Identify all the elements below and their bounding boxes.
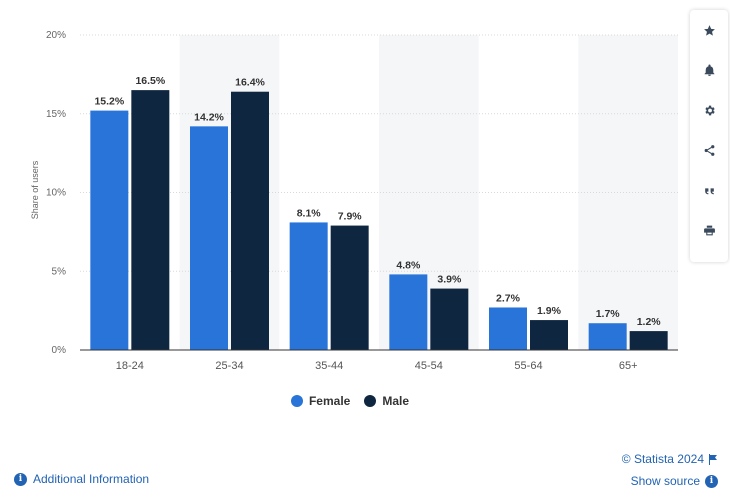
print-icon [703, 225, 715, 235]
x-tick-label: 25-34 [215, 360, 243, 372]
quote-icon [704, 187, 714, 194]
bar-female-25-34[interactable] [190, 126, 228, 350]
legend-item-male[interactable]: Male [364, 394, 409, 408]
bar-male-45-54[interactable] [430, 288, 469, 350]
y-tick-label: 0% [52, 345, 67, 356]
data-label: 1.2% [637, 316, 662, 328]
info-icon: i [14, 472, 27, 486]
share-icon [704, 144, 714, 156]
y-axis-label: Share of users [30, 160, 40, 219]
flag-icon [709, 453, 717, 465]
cite-button[interactable] [695, 176, 723, 204]
legend-label-female: Female [308, 394, 351, 408]
print-button[interactable] [695, 216, 723, 244]
bar-male-55-64[interactable] [530, 320, 568, 350]
info-icon: i [705, 474, 718, 488]
credit-text: © Statista 2024 [621, 452, 704, 466]
data-label: 14.2% [194, 111, 224, 123]
data-label: 15.2% [94, 96, 124, 108]
y-tick-label: 5% [52, 266, 67, 277]
additional-information-link[interactable]: i Additional Information [14, 472, 149, 486]
data-label: 4.8% [396, 259, 421, 271]
legend-label-male: Male [382, 394, 410, 408]
data-labels: 15.2% 16.5% 14.2% 16.4% 8.1% 7.9% 4.8% 3.9% 2.7%… [94, 75, 661, 328]
x-tick-label: 55-64 [514, 360, 542, 372]
data-label: 1.9% [537, 305, 562, 317]
y-axis-ticks: 0% 5% 10% 15% 20% [46, 30, 66, 356]
legend-item-female[interactable]: Female [290, 394, 351, 408]
data-label: 7.9% [338, 211, 363, 223]
legend-dot-female [290, 395, 303, 407]
bar-female-65+[interactable] [588, 323, 627, 350]
bars [90, 90, 668, 350]
data-label: 2.7% [496, 292, 521, 304]
bar-female-45-54[interactable] [389, 274, 428, 350]
data-label: 1.7% [596, 308, 621, 320]
data-label: 16.5% [135, 75, 165, 87]
settings-button[interactable] [695, 96, 723, 124]
bar-female-18-24[interactable] [90, 110, 129, 350]
bar-chart: 0%5%10%15%20% Share of users 15.2%16.5%1… [30, 30, 678, 372]
gridlines [80, 34, 678, 272]
bell-icon [704, 64, 714, 76]
favorite-button[interactable] [695, 16, 723, 44]
x-tick-label: 65+ [619, 360, 638, 372]
chart-toolbar [690, 10, 728, 262]
show-source-link[interactable]: Show source i [631, 474, 718, 488]
data-label: 8.1% [297, 207, 322, 219]
gear-icon [704, 105, 715, 115]
bar-male-35-44[interactable] [330, 225, 369, 350]
category-band [578, 35, 678, 350]
x-tick-label: 45-54 [415, 360, 443, 372]
data-label: 3.9% [437, 274, 462, 286]
x-axis-ticks: 18-24 25-34 35-44 45-54 55-64 65+ [116, 360, 638, 372]
y-tick-label: 10% [46, 188, 66, 199]
bar-male-65+[interactable] [629, 331, 668, 350]
notification-button[interactable] [695, 56, 723, 84]
star-icon [703, 24, 715, 36]
data-label: 16.4% [235, 77, 265, 89]
bar-female-35-44[interactable] [289, 222, 328, 350]
x-tick-label: 35-44 [315, 360, 343, 372]
bar-male-18-24[interactable] [131, 90, 170, 350]
legend: Female Male [0, 394, 700, 408]
additional-information-text: Additional Information [33, 472, 150, 486]
x-tick-label: 18-24 [116, 360, 144, 372]
bar-female-55-64[interactable] [489, 307, 527, 350]
y-tick-label: 20% [46, 30, 66, 41]
y-tick-label: 15% [46, 109, 66, 120]
share-button[interactable] [695, 136, 723, 164]
statista-credit[interactable]: © Statista 2024 [622, 452, 718, 466]
legend-dot-male [364, 395, 377, 407]
show-source-text: Show source [630, 474, 700, 488]
bar-male-25-34[interactable] [231, 91, 269, 350]
